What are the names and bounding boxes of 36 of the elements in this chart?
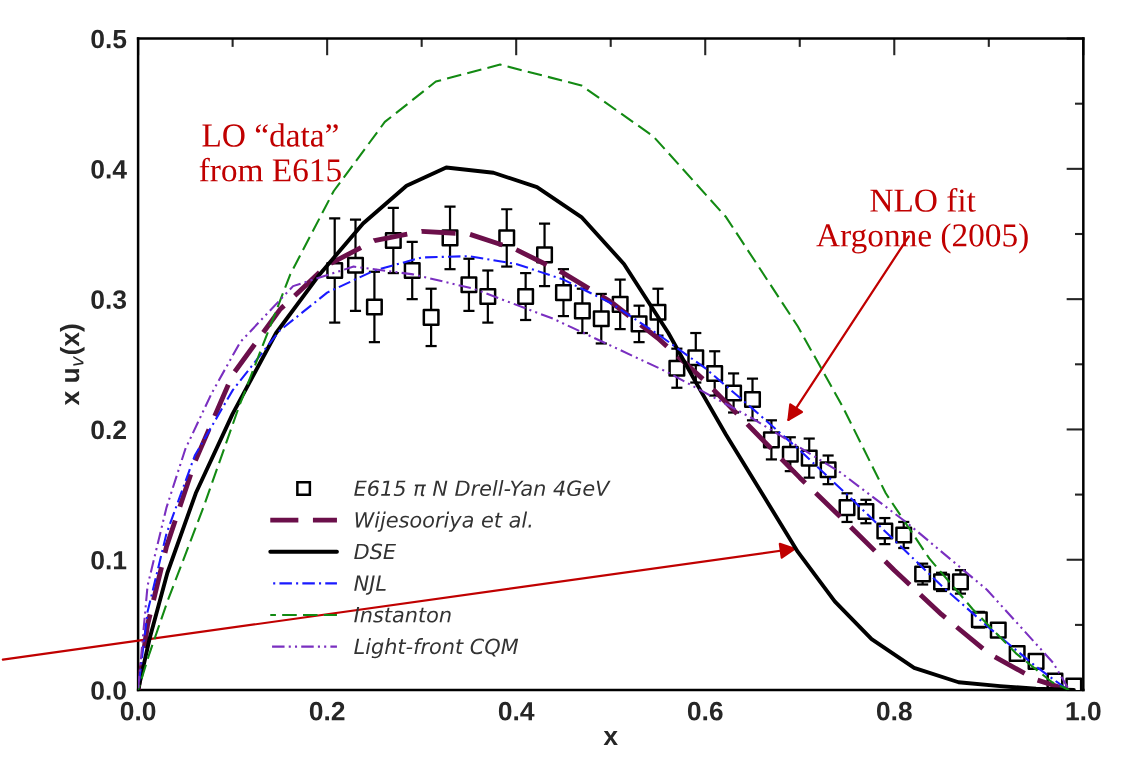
- annotation: LO “data” from E615: [199, 123, 341, 182]
- point: [592, 310, 610, 328]
- point: [781, 445, 799, 463]
- point: [838, 499, 856, 517]
- x-tick-label: 0.4: [498, 701, 535, 721]
- legend-label: DSE: [354, 543, 396, 560]
- point: [706, 364, 724, 382]
- x-axis-title: x: [603, 730, 618, 745]
- point: [365, 298, 383, 316]
- y-tick-label: 0.1: [91, 550, 127, 570]
- point: [573, 302, 591, 320]
- x-tick-label: 1.0: [1066, 701, 1101, 721]
- y-axis-title: x u$_{v}$(x): [59, 324, 85, 406]
- point: [951, 573, 969, 591]
- legend-label: Light-front CQM: [354, 638, 519, 659]
- legend-label: Instanton: [354, 607, 451, 623]
- legend-label: NJL: [354, 575, 386, 595]
- x-tick-label: 0.8: [876, 701, 912, 721]
- y-tick-label: 0.4: [91, 159, 127, 179]
- point: [895, 526, 913, 544]
- point: [346, 256, 365, 274]
- point: [498, 229, 516, 247]
- x-tick-label: 0.0: [120, 701, 156, 721]
- point: [554, 284, 572, 302]
- point: [743, 390, 762, 409]
- y-tick-label: 0.0: [91, 681, 126, 700]
- legend-label: Wijesooriya et al.: [355, 511, 532, 532]
- annotation: NLO fit Argonne (2005): [816, 188, 1028, 254]
- y-tick-label: 0.3: [91, 290, 127, 310]
- x-tick-label: 0.6: [687, 701, 723, 721]
- legend-label: E615 π N Drell-Yan 4GeV: [354, 480, 611, 497]
- point: [422, 308, 440, 326]
- y-tick-label: 0.2: [91, 420, 126, 440]
- y-tick-label: 0.5: [91, 29, 127, 49]
- point: [517, 288, 535, 306]
- x-tick-label: 0.2: [309, 701, 345, 721]
